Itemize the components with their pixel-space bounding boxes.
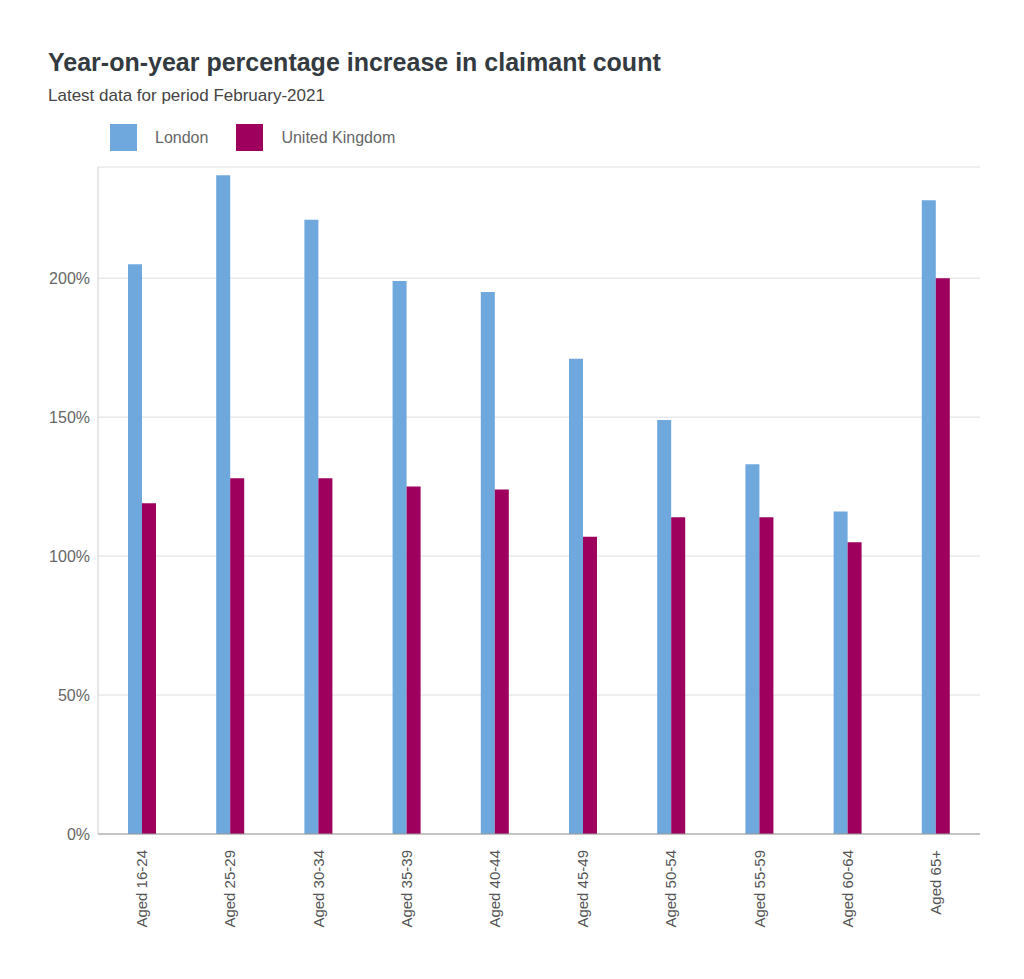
svg-text:Aged 30-34: Aged 30-34 <box>310 850 327 928</box>
svg-text:0%: 0% <box>67 826 90 843</box>
svg-text:Aged 25-29: Aged 25-29 <box>221 850 238 928</box>
html-text:Year-on-year percentage increa: Year-on-year percentage increase in clai… <box>48 48 661 76</box>
svg-text:Aged 60-64: Aged 60-64 <box>839 850 856 928</box>
html-text:Latest data for period Februar: Latest data for period February-2021 <box>48 86 325 105</box>
svg-text:Aged 45-49: Aged 45-49 <box>574 850 591 928</box>
svg-text:50%: 50% <box>58 687 90 704</box>
svg-text:Aged 40-44: Aged 40-44 <box>486 850 503 928</box>
html-text:London: London <box>155 128 209 146</box>
svg-text:100%: 100% <box>49 548 90 565</box>
svg-text:Aged 35-39: Aged 35-39 <box>398 850 415 928</box>
svg-text:Aged 65+: Aged 65+ <box>927 850 944 915</box>
html-text:United Kingdom: United Kingdom <box>281 128 396 146</box>
svg-text:Aged 16-24: Aged 16-24 <box>133 850 150 928</box>
svg-text:150%: 150% <box>49 409 90 426</box>
svg-text:200%: 200% <box>49 270 90 287</box>
svg-text:Aged 50-54: Aged 50-54 <box>662 850 679 928</box>
svg-text:Aged 55-59: Aged 55-59 <box>751 850 768 928</box>
